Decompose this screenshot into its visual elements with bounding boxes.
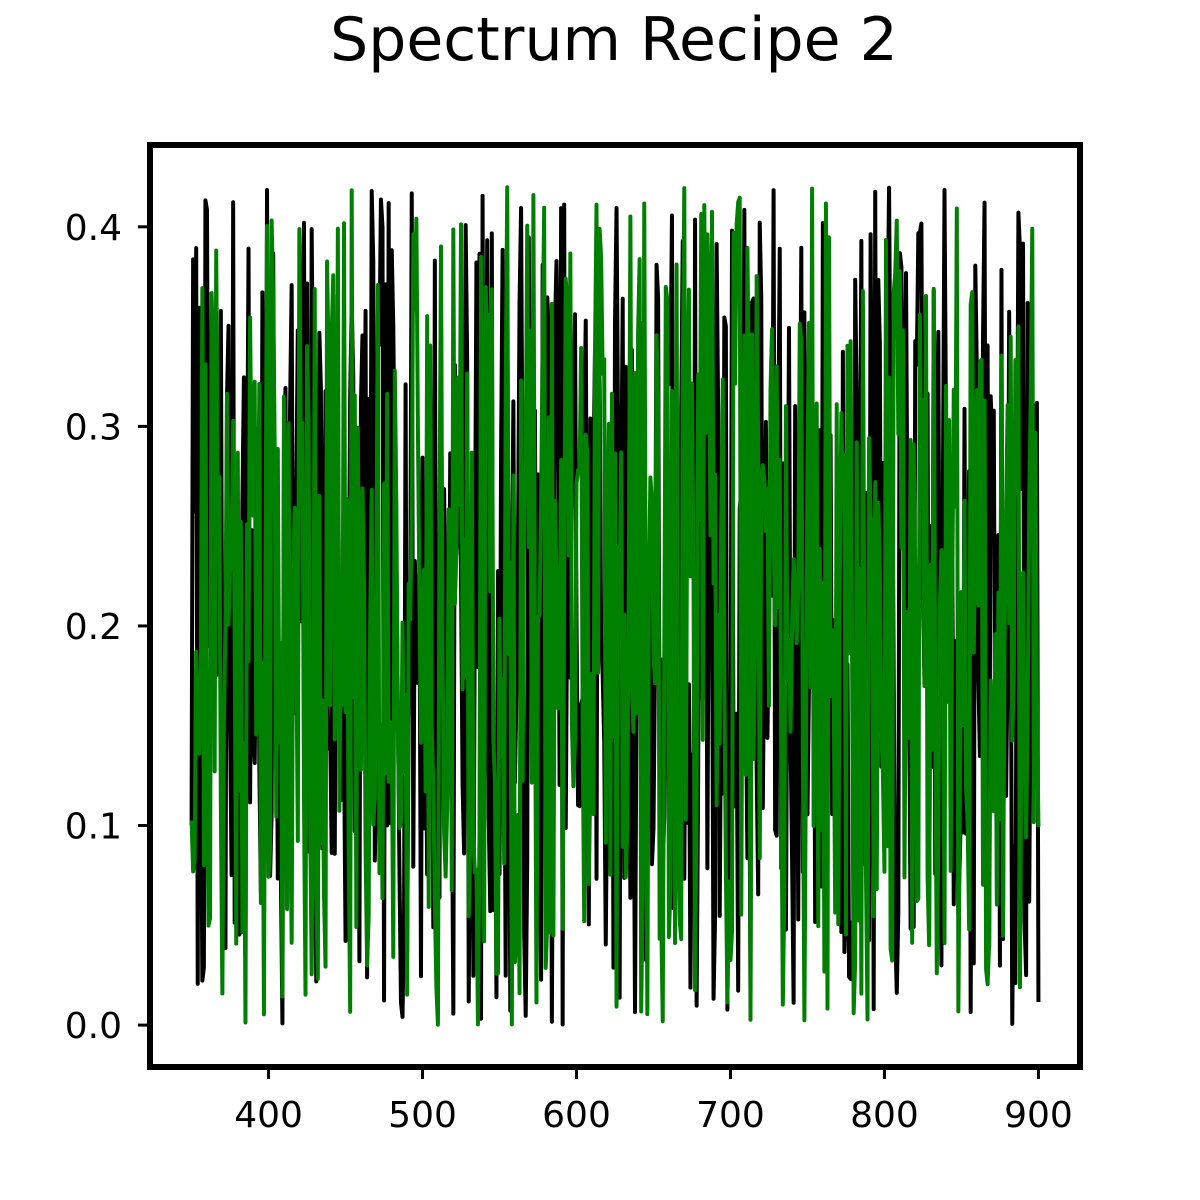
- x-tick-label: 500: [388, 1095, 457, 1136]
- y-tick-label: 0.1: [65, 807, 122, 848]
- y-axis: 0.0 0.1 0.2 0.3 0.4: [65, 208, 150, 1047]
- plot-frame: [147, 142, 1083, 1070]
- x-tick-label: 800: [850, 1095, 919, 1136]
- series-layer: [189, 185, 1041, 1027]
- y-tick-label: 0.3: [65, 407, 122, 448]
- series-line-series-2: [189, 185, 1041, 1027]
- x-axis: 400 500 600 700 800 900: [234, 1067, 1073, 1136]
- x-tick-label: 400: [234, 1095, 303, 1136]
- y-tick-label: 0.2: [65, 607, 122, 648]
- x-tick-label: 600: [542, 1095, 611, 1136]
- x-tick-label: 900: [1004, 1095, 1073, 1136]
- y-tick-label: 0.0: [65, 1006, 122, 1047]
- y-tick-label: 0.4: [65, 208, 122, 249]
- x-tick-label: 700: [696, 1095, 765, 1136]
- chart-title: Spectrum Recipe 2: [330, 5, 898, 75]
